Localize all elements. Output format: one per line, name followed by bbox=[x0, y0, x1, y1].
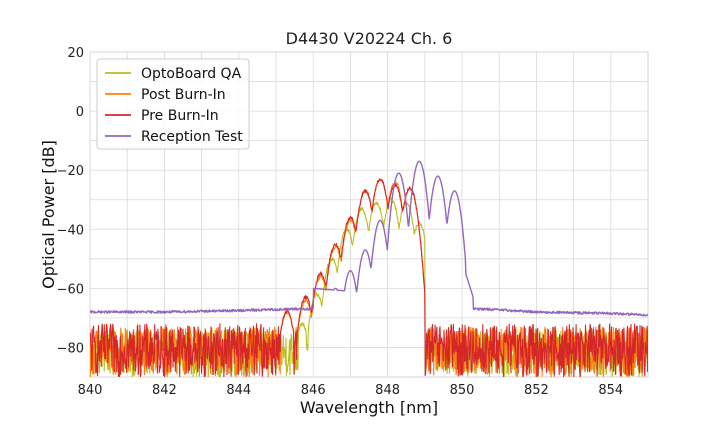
y-tick-label: −20 bbox=[57, 164, 84, 179]
legend-label: OptoBoard QA bbox=[141, 66, 242, 82]
x-tick-label: 854 bbox=[598, 383, 623, 398]
x-tick-label: 844 bbox=[226, 383, 251, 398]
chart-title: D4430 V20224 Ch. 6 bbox=[286, 29, 453, 48]
legend-label: Post Burn-In bbox=[141, 87, 226, 103]
y-tick-label: −80 bbox=[57, 341, 84, 356]
y-tick-label: 0 bbox=[76, 105, 84, 120]
legend-label: Pre Burn-In bbox=[141, 108, 219, 124]
axis-ticks: 840 842 844 846 848 850 852 854 −80 −60 −40 −20 0 20 bbox=[57, 46, 624, 398]
y-tick-label: −40 bbox=[57, 223, 84, 238]
y-tick-label: 20 bbox=[67, 46, 84, 61]
series-line-reception-test bbox=[90, 160, 648, 317]
legend: OptoBoard QA Post Burn-In Pre Burn-In Recep… bbox=[96, 58, 250, 150]
legend-box bbox=[96, 58, 250, 150]
series-line-pre-burn-in bbox=[90, 178, 648, 377]
legend-label: Reception Test bbox=[141, 129, 243, 145]
x-tick-label: 848 bbox=[375, 383, 400, 398]
series-layer bbox=[90, 160, 648, 377]
y-tick-label: −60 bbox=[57, 282, 84, 297]
x-tick-label: 852 bbox=[524, 383, 549, 398]
x-axis-title: Wavelength [nm] bbox=[300, 398, 438, 417]
x-tick-label: 840 bbox=[78, 383, 103, 398]
x-tick-label: 846 bbox=[301, 383, 326, 398]
y-axis-title: Optical Power [dB] bbox=[39, 140, 58, 289]
x-tick-label: 850 bbox=[450, 383, 475, 398]
x-tick-label: 842 bbox=[152, 383, 177, 398]
